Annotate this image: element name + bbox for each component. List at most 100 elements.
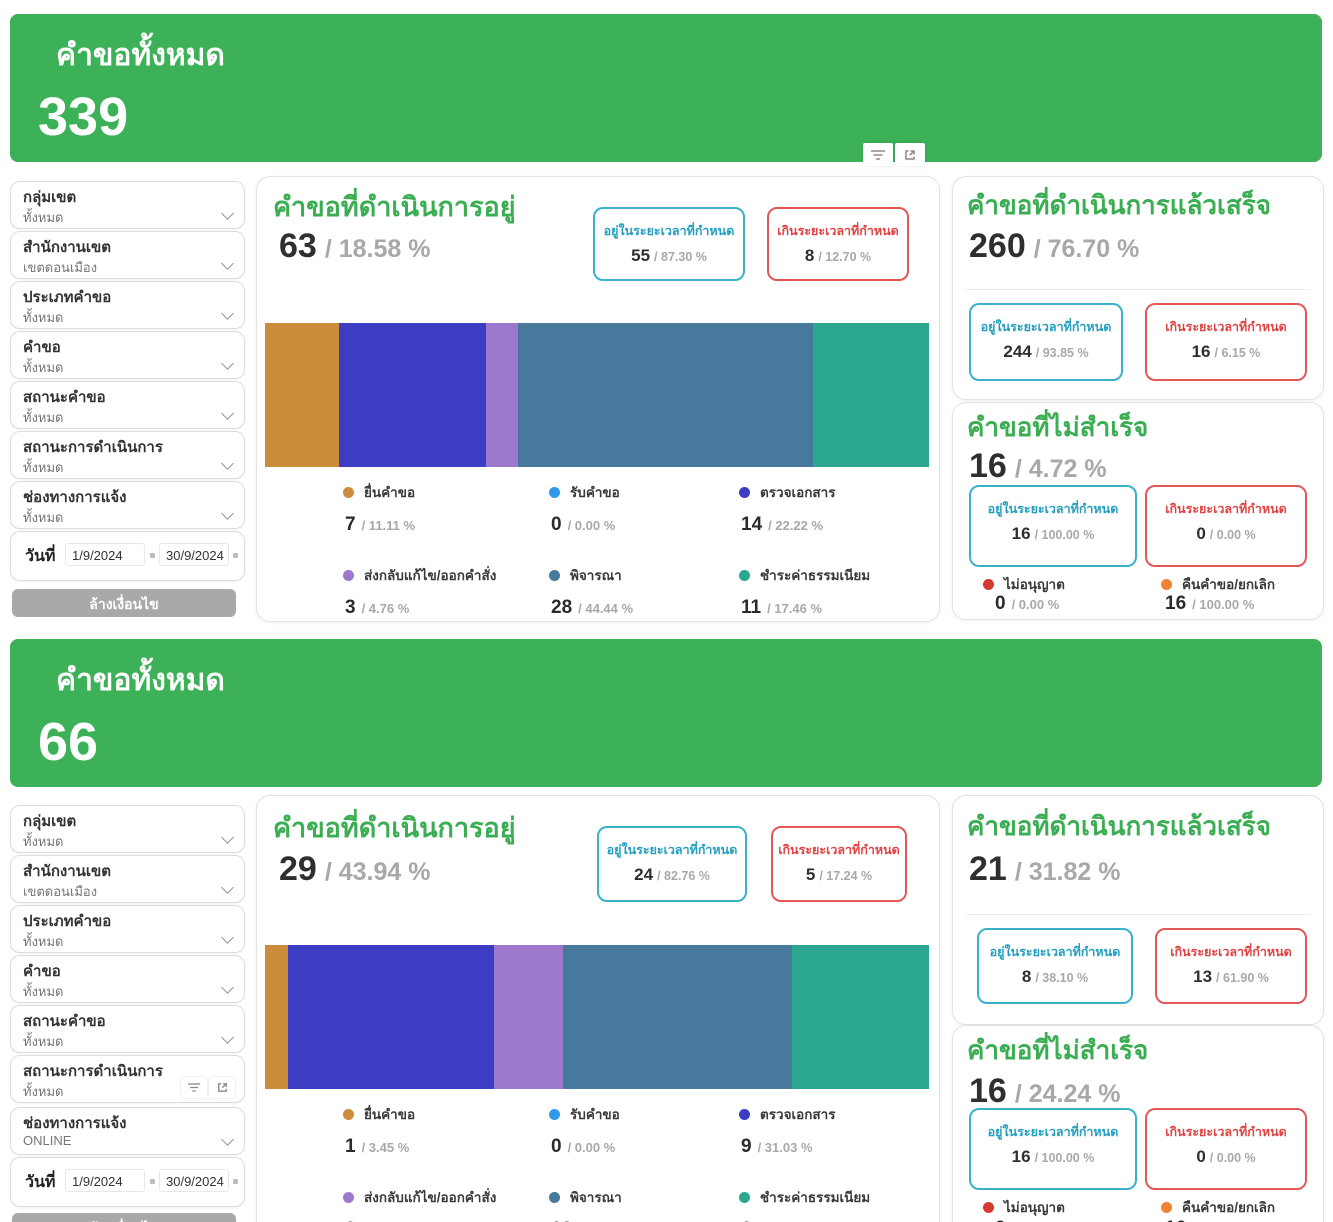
legend-item[interactable]: ตรวจเอกสาร 14/ 22.22 %	[739, 485, 836, 535]
filter-label: ประเภทคำขอ	[23, 289, 112, 306]
chevron-down-icon[interactable]	[221, 307, 234, 320]
chevron-down-icon[interactable]	[221, 831, 234, 844]
bar-segment-check-docs[interactable]	[287, 945, 494, 1089]
filter-dropdown-value[interactable]: ทั้งหมด	[23, 460, 64, 475]
pill-label: เกินระยะเวลาที่กำหนด	[778, 843, 900, 857]
bar-segment-consider[interactable]	[562, 945, 792, 1089]
legend-item[interactable]: ชำระค่าธรรมเนียม 6/ 20.69 %	[739, 1186, 919, 1222]
clear-filters-button[interactable]: ล้างเงื่อนไข	[12, 589, 236, 617]
calendar-dot-icon[interactable]	[233, 553, 238, 558]
chevron-down-icon[interactable]	[221, 257, 234, 270]
legend-item[interactable]: ชำระค่าธรรมเนียม 11/ 17.46 %	[739, 568, 871, 618]
legend-item-returned[interactable]: คืนคำขอ/ยกเลิก	[1161, 1196, 1275, 1218]
bar-segment-check-docs[interactable]	[338, 323, 487, 467]
legend-item[interactable]: ยื่นคำขอ 7/ 11.11 %	[343, 485, 416, 535]
legend-item[interactable]: รับคำขอ 0/ 0.00 %	[549, 485, 620, 535]
filter-channel: ช่องทางการแจ้ง ONLINE	[10, 1107, 245, 1155]
panel-count-row: 16/ 4.72 %	[969, 447, 1107, 486]
filter-dropdown-value[interactable]: เขตดอนเมือง	[23, 260, 98, 275]
pill-count: 0	[1196, 1147, 1206, 1166]
chevron-down-icon[interactable]	[221, 357, 234, 370]
filter-request-type: ประเภทคำขอ ทั้งหมด	[10, 281, 245, 329]
filter-lines-icon[interactable]	[863, 143, 893, 166]
visual-hover-toolbar	[181, 1077, 235, 1098]
completed-panel: คำขอที่ดำเนินการแล้วเสร็จ 21/ 31.82 % อย…	[952, 795, 1324, 1025]
filter-label: คำขอ	[23, 963, 61, 980]
chevron-down-icon[interactable]	[221, 1133, 234, 1146]
overdue-pill: เกินระยะเวลาที่กำหนด 0/ 0.00 %	[1145, 485, 1307, 567]
panel-count-row: 63/ 18.58 %	[279, 227, 430, 266]
bar-segment-return-fix[interactable]	[486, 323, 518, 467]
calendar-dot-icon[interactable]	[150, 553, 155, 558]
clear-filters-button[interactable]: ล้างเงื่อนไข	[12, 1213, 236, 1222]
date-from-input[interactable]: 1/9/2024	[65, 543, 145, 566]
filter-dropdown-value[interactable]: ทั้งหมด	[23, 360, 64, 375]
legend-item-denied[interactable]: ไม่อนุญาต	[983, 1196, 1065, 1218]
percent-value: / 31.82 %	[1014, 858, 1121, 886]
percent-value: / 43.94 %	[324, 858, 431, 886]
filter-dropdown-value[interactable]: ทั้งหมด	[23, 934, 64, 949]
filter-dropdown-value[interactable]: ทั้งหมด	[23, 310, 64, 325]
legend-item-returned[interactable]: คืนคำขอ/ยกเลิก	[1161, 573, 1275, 595]
filter-dropdown-value[interactable]: ทั้งหมด	[23, 510, 64, 525]
legend-item-denied[interactable]: ไม่อนุญาต	[983, 573, 1065, 595]
filter-dropdown-value[interactable]: ทั้งหมด	[23, 1084, 64, 1099]
calendar-dot-icon[interactable]	[233, 1179, 238, 1184]
chevron-down-icon[interactable]	[221, 457, 234, 470]
legend-item[interactable]: พิจารณา 28/ 44.44 %	[549, 568, 634, 618]
date-label: วันที่	[25, 548, 56, 565]
bar-segment-consider[interactable]	[517, 323, 814, 467]
open-in-new-window-icon[interactable]	[895, 143, 925, 166]
filter-label: สถานะคำขอ	[23, 389, 106, 406]
chevron-down-icon[interactable]	[221, 207, 234, 220]
count-value: 29	[279, 850, 317, 888]
chevron-down-icon[interactable]	[221, 1031, 234, 1044]
legend-item[interactable]: ตรวจเอกสาร 9/ 31.03 %	[739, 1107, 836, 1157]
legend-dot-purple	[343, 1192, 354, 1204]
date-to-input[interactable]: 30/9/2024	[159, 1169, 229, 1192]
bar-segment-return-fix[interactable]	[493, 945, 563, 1089]
filter-dropdown-value[interactable]: ทั้งหมด	[23, 410, 64, 425]
pill-label: อยู่ในระยะเวลาที่กำหนด	[606, 843, 738, 857]
date-label: วันที่	[25, 1174, 56, 1191]
filter-lines-icon[interactable]	[181, 1077, 207, 1098]
date-to-input[interactable]: 30/9/2024	[159, 543, 229, 566]
legend-item[interactable]: ส่งกลับแก้ไข/ออกคำสั่ง 3/ 10.34 %	[343, 1186, 549, 1222]
filter-date-range: วันที่ 1/9/2024 30/9/2024	[10, 1157, 245, 1207]
filter-dropdown-value[interactable]: ทั้งหมด	[23, 1034, 64, 1049]
legend-item[interactable]: รับคำขอ 0/ 0.00 %	[549, 1107, 620, 1157]
filter-district-office: สำนักงานเขต เขตดอนเมือง	[10, 855, 245, 903]
unsuccessful-panel: คำขอที่ไม่สำเร็จ 16/ 4.72 % อยู่ในระยะเว…	[952, 402, 1324, 620]
open-in-new-window-icon[interactable]	[209, 1077, 235, 1098]
pill-label: เกินระยะเวลาที่กำหนด	[1165, 502, 1287, 516]
legend-dot-orange	[343, 487, 354, 499]
filter-dropdown-value[interactable]: ONLINE	[23, 1133, 72, 1148]
filter-request-status: สถานะคำขอ ทั้งหมด	[10, 381, 245, 429]
bar-segment-submit[interactable]	[265, 323, 339, 467]
bar-segment-submit[interactable]	[265, 945, 288, 1089]
chevron-down-icon[interactable]	[221, 507, 234, 520]
pill-label: เกินระยะเวลาที่กำหนด	[1165, 320, 1287, 334]
banner-title: คำขอทั้งหมด	[56, 664, 225, 697]
status-legend: ยื่นคำขอ 7/ 11.11 % รับคำขอ 0/ 0.00 % ตร…	[343, 481, 919, 619]
panel-title: คำขอที่ดำเนินการอยู่	[273, 192, 516, 222]
chevron-down-icon[interactable]	[221, 407, 234, 420]
bar-segment-pay-fee[interactable]	[791, 945, 929, 1089]
legend-item[interactable]: พิจารณา 10/ 34.48 %	[549, 1186, 739, 1222]
legend-item[interactable]: ส่งกลับแก้ไข/ออกคำสั่ง 3/ 4.76 %	[343, 568, 497, 618]
panel-count-row: 29/ 43.94 %	[279, 850, 430, 889]
legend-item[interactable]: ยื่นคำขอ 1/ 3.45 %	[343, 1107, 416, 1157]
filter-dropdown-value[interactable]: เขตดอนเมือง	[23, 884, 98, 899]
calendar-dot-icon[interactable]	[150, 1179, 155, 1184]
date-from-input[interactable]: 1/9/2024	[65, 1169, 145, 1192]
pill-label: อยู่ในระยะเวลาที่กำหนด	[987, 1125, 1119, 1139]
chevron-down-icon[interactable]	[221, 881, 234, 894]
filter-dropdown-value[interactable]: ทั้งหมด	[23, 834, 64, 849]
pill-percent: / 87.30 %	[654, 250, 707, 264]
chevron-down-icon[interactable]	[221, 931, 234, 944]
filter-dropdown-value[interactable]: ทั้งหมด	[23, 210, 64, 225]
filter-dropdown-value[interactable]: ทั้งหมด	[23, 984, 64, 999]
chevron-down-icon[interactable]	[221, 981, 234, 994]
pill-count: 8	[804, 246, 815, 265]
bar-segment-pay-fee[interactable]	[813, 323, 929, 467]
